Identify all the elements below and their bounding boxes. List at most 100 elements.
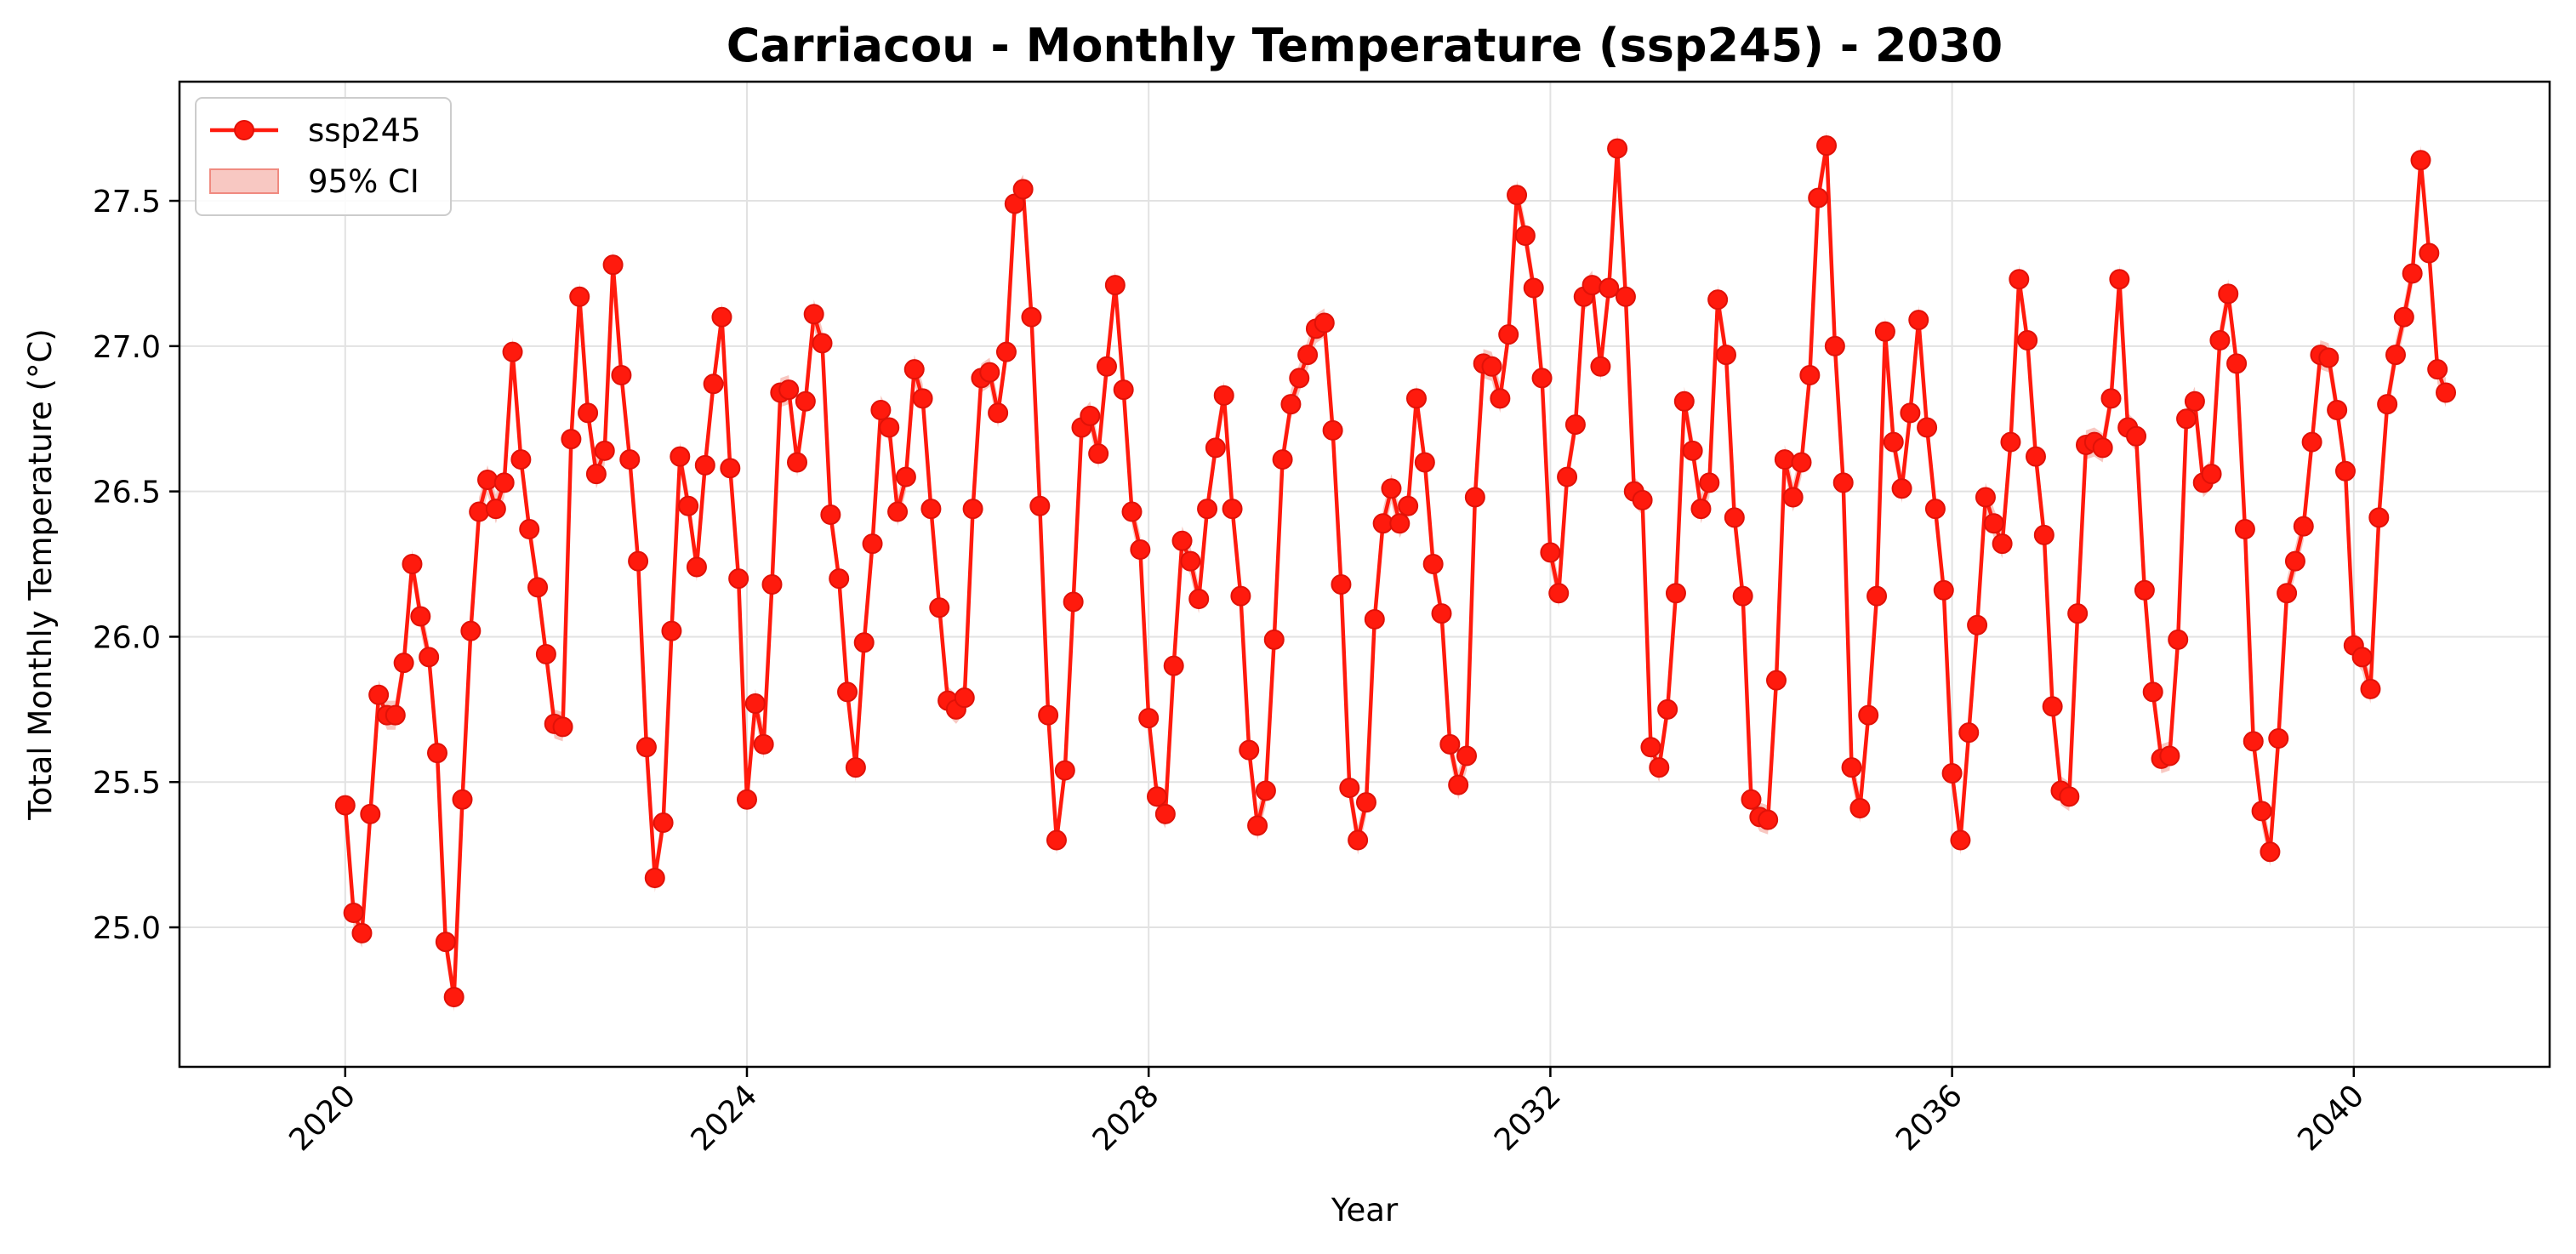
data-point — [460, 620, 482, 641]
data-point — [1012, 179, 1034, 200]
data-point — [853, 632, 875, 653]
data-point — [385, 704, 406, 726]
data-point — [2277, 583, 2298, 604]
data-point — [879, 417, 900, 438]
data-point — [1933, 579, 1954, 601]
data-point — [1147, 786, 1168, 807]
data-point — [402, 554, 423, 575]
data-point — [2327, 400, 2348, 420]
data-point — [1799, 365, 1821, 386]
data-point — [1724, 507, 1745, 528]
data-point — [2201, 464, 2222, 485]
data-point — [628, 550, 649, 572]
data-point — [1883, 431, 1904, 453]
data-point — [619, 449, 641, 470]
y-tick-label: 25.5 — [93, 766, 161, 801]
data-point — [1849, 797, 1871, 818]
data-point — [1348, 829, 1369, 851]
data-point — [1832, 472, 1854, 493]
data-point — [1975, 487, 1996, 508]
y-tick-label: 27.5 — [93, 185, 161, 219]
data-point — [2059, 786, 2080, 807]
data-point — [2067, 603, 2089, 624]
data-point — [1917, 417, 1938, 438]
data-point — [1205, 437, 1226, 459]
data-point — [2251, 801, 2272, 822]
data-point — [2293, 516, 2314, 537]
data-point — [778, 379, 800, 401]
data-point — [519, 519, 540, 540]
data-point — [1314, 312, 1335, 333]
data-point — [2126, 425, 2147, 447]
data-point — [2134, 579, 2155, 601]
data-point — [2234, 519, 2255, 540]
data-point — [2025, 446, 2046, 467]
data-point — [2334, 460, 2356, 482]
data-point — [360, 803, 381, 824]
data-point — [1523, 277, 1544, 299]
data-point — [988, 402, 1009, 424]
data-point — [343, 902, 364, 923]
data-point — [1130, 539, 1151, 560]
data-point — [1197, 499, 1218, 520]
data-point — [535, 643, 556, 664]
data-point — [1900, 402, 1921, 424]
data-point — [1322, 419, 1343, 441]
data-point — [1171, 530, 1193, 551]
data-point — [1398, 495, 1419, 516]
data-point — [1816, 135, 1838, 157]
data-point — [2209, 330, 2231, 351]
data-point — [419, 647, 440, 668]
data-point — [1774, 449, 1795, 470]
data-point — [1707, 289, 1729, 311]
data-point — [1448, 774, 1469, 795]
data-point — [1673, 390, 1695, 412]
data-point — [1791, 452, 1812, 473]
data-point — [1615, 286, 1636, 307]
data-point — [1967, 614, 1988, 636]
data-point — [1766, 670, 1787, 691]
data-point — [2402, 263, 2423, 284]
data-point — [1280, 394, 1302, 415]
data-point — [1355, 792, 1376, 813]
data-point — [1841, 757, 1862, 778]
data-point — [510, 449, 532, 470]
data-point — [920, 499, 942, 520]
data-point — [1665, 583, 1686, 604]
data-point — [686, 556, 707, 578]
data-point — [2218, 283, 2239, 305]
data-point — [720, 458, 741, 479]
data-point — [1272, 449, 1293, 470]
data-point — [1481, 356, 1502, 377]
data-point — [678, 495, 699, 516]
data-point — [753, 733, 774, 755]
data-point — [1263, 629, 1285, 650]
data-point — [2092, 437, 2113, 459]
data-point — [1054, 760, 1075, 781]
data-point — [1866, 585, 1888, 607]
data-point — [962, 499, 983, 520]
data-point — [1247, 815, 1268, 836]
data-point — [2168, 629, 2189, 650]
data-point — [694, 454, 715, 476]
data-point — [1782, 487, 1804, 508]
data-point — [929, 597, 950, 618]
data-point — [1758, 809, 1779, 830]
data-point — [2419, 242, 2440, 264]
data-point — [585, 464, 607, 485]
data-point — [887, 501, 909, 522]
data-point — [1029, 495, 1051, 516]
data-point — [469, 501, 490, 522]
data-point — [1364, 608, 1385, 630]
data-point — [1590, 356, 1611, 377]
data-point — [1824, 335, 1845, 356]
data-point — [1464, 487, 1485, 508]
data-point — [2159, 745, 2180, 767]
data-point — [1389, 513, 1411, 534]
data-point — [527, 577, 549, 598]
data-point — [2033, 524, 2055, 545]
data-point — [2268, 728, 2289, 749]
data-point — [2226, 353, 2248, 374]
data-point — [803, 304, 824, 325]
